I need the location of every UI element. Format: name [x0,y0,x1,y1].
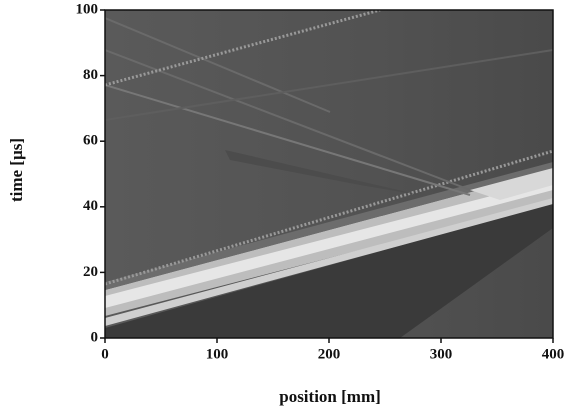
reflection-line [105,10,381,87]
upper-band [105,162,553,290]
dark-band [105,203,553,338]
reflection-line [105,84,471,196]
reflection-line [105,17,331,113]
x-axis-label: position [mm] [279,387,381,406]
contour-field [105,10,553,338]
x-tick-label: 400 [542,346,565,362]
y-tick-label: 100 [76,1,99,17]
y-tick-label: 60 [83,133,98,149]
wave-front [105,149,553,286]
reflection-line [105,49,553,121]
bright-band [105,180,553,308]
y-tick-label: 20 [83,264,98,280]
contour-region [225,150,420,195]
y-tick-label: 80 [83,67,98,83]
lower-band [105,198,553,326]
y-tick-label: 40 [83,198,98,214]
x-tick-label: 300 [430,346,453,362]
y-tick-label: 0 [91,329,99,345]
reflection-line [105,49,471,191]
y-axis-label: time [µs] [7,138,26,202]
x-tick-label: 100 [206,346,229,362]
x-tick-label: 200 [318,346,341,362]
x-tick-label: 0 [101,346,109,362]
contour-region [470,168,553,200]
